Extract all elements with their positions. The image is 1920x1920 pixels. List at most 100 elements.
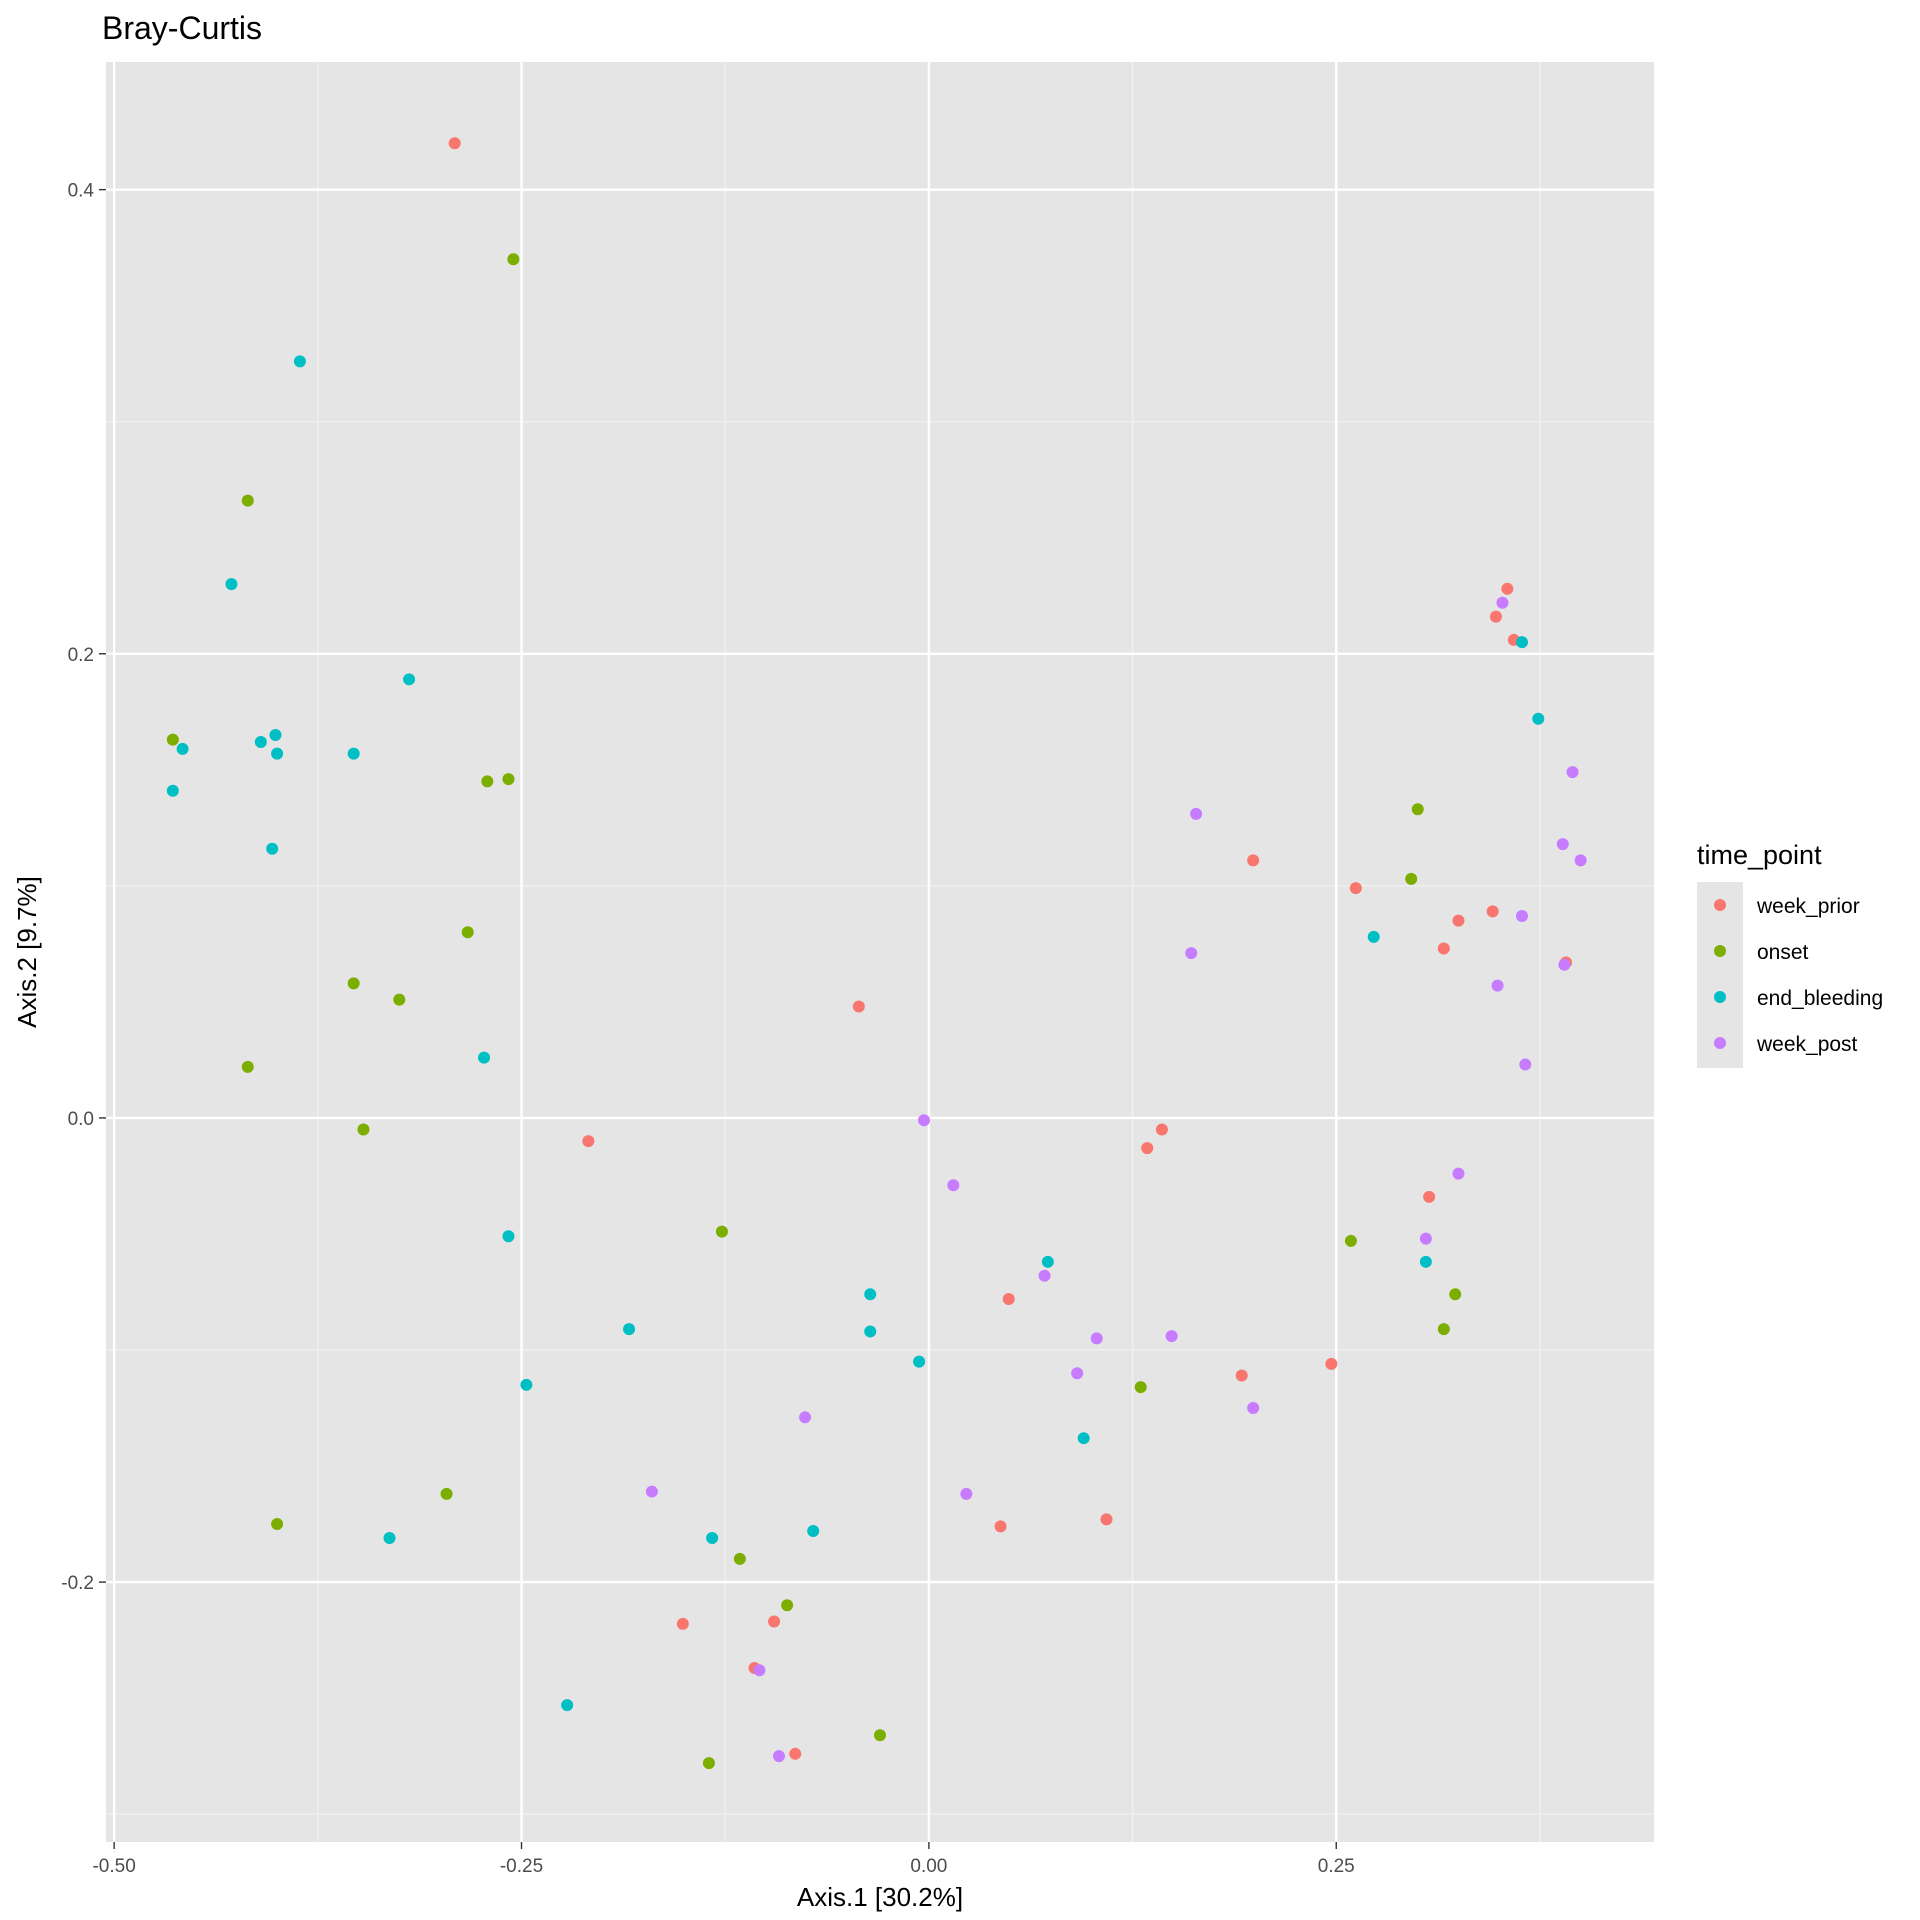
chart-title: Bray-Curtis [102, 10, 262, 46]
legend-key-week_prior [1714, 899, 1726, 911]
point-week_post [1419, 1232, 1432, 1245]
point-onset [166, 733, 179, 746]
point-week_prior [1247, 854, 1260, 867]
y-tick-label: -0.2 [61, 1573, 94, 1594]
point-week_prior [1100, 1513, 1113, 1526]
point-end_bleeding [1419, 1255, 1432, 1268]
point-week_post [1496, 596, 1509, 609]
point-week_post [1558, 958, 1571, 971]
point-week_prior [768, 1615, 781, 1628]
point-onset [1344, 1234, 1357, 1247]
point-week_post [1090, 1332, 1103, 1345]
point-end_bleeding [166, 784, 179, 797]
point-onset [1449, 1288, 1462, 1301]
point-week_prior [1423, 1190, 1436, 1203]
point-week_post [1491, 979, 1504, 992]
minor-grid [106, 62, 1654, 1842]
point-onset [481, 775, 494, 788]
point-onset [271, 1518, 284, 1531]
point-week_post [1519, 1058, 1532, 1071]
point-onset [357, 1123, 370, 1136]
point-onset [1411, 803, 1424, 816]
x-axis: -0.50 -0.25 0.00 0.25 [92, 1842, 1355, 1877]
point-onset [393, 993, 406, 1006]
y-tick-label: 0.4 [68, 181, 95, 202]
point-end_bleeding [807, 1525, 820, 1538]
point-end_bleeding [1516, 636, 1529, 649]
series-week_prior [448, 137, 1573, 1760]
point-end_bleeding [271, 747, 284, 760]
point-end_bleeding [293, 355, 306, 368]
point-end_bleeding [1367, 930, 1380, 943]
legend-key-onset [1714, 945, 1726, 957]
point-week_post [772, 1750, 785, 1763]
x-axis-title: Axis.1 [30.2%] [797, 1882, 963, 1912]
point-end_bleeding [561, 1699, 574, 1712]
point-week_post [1556, 838, 1569, 851]
point-week_prior [582, 1135, 595, 1148]
point-end_bleeding [864, 1288, 877, 1301]
point-week_prior [994, 1520, 1007, 1533]
plot-panel [106, 62, 1654, 1842]
point-week_post [645, 1485, 658, 1498]
point-week_prior [1486, 905, 1499, 918]
point-end_bleeding [266, 842, 279, 855]
y-axis: -0.2 0.0 0.2 0.4 [61, 181, 106, 1594]
x-tick-label: 0.25 [1318, 1856, 1355, 1877]
point-onset [702, 1757, 715, 1770]
point-end_bleeding [913, 1355, 926, 1368]
point-end_bleeding [520, 1378, 533, 1391]
point-week_prior [1349, 882, 1362, 895]
legend-label-week_post: week_post [1756, 1033, 1858, 1056]
point-week_prior [852, 1000, 865, 1013]
point-end_bleeding [864, 1325, 877, 1338]
legend-label-end_bleeding: end_bleeding [1757, 987, 1883, 1010]
x-tick-label: 0.00 [910, 1856, 947, 1877]
point-week_prior [676, 1617, 689, 1630]
point-week_post [1071, 1367, 1084, 1380]
point-end_bleeding [403, 673, 416, 686]
point-end_bleeding [478, 1051, 491, 1064]
point-end_bleeding [176, 742, 189, 755]
point-onset [874, 1729, 886, 1742]
point-onset [241, 494, 254, 507]
y-tick-label: 0.0 [68, 1109, 94, 1130]
point-week_post [1247, 1402, 1260, 1415]
point-end_bleeding [254, 735, 267, 748]
point-onset [461, 926, 474, 939]
point-onset [733, 1552, 746, 1565]
point-onset [1405, 872, 1418, 885]
point-end_bleeding [1077, 1432, 1090, 1445]
point-end_bleeding [269, 729, 282, 742]
data-points [166, 137, 1587, 1770]
point-week_post [1038, 1269, 1051, 1282]
point-week_post [1566, 766, 1579, 779]
point-week_post [799, 1411, 812, 1424]
point-onset [715, 1225, 728, 1238]
point-week_post [960, 1487, 973, 1500]
legend-title: time_point [1697, 840, 1822, 870]
point-end_bleeding [225, 578, 238, 591]
point-week_prior [1002, 1292, 1015, 1305]
point-week_prior [448, 137, 461, 150]
point-week_post [1452, 1167, 1465, 1180]
point-week_prior [1155, 1123, 1168, 1136]
legend-label-week_prior: week_prior [1756, 895, 1860, 918]
y-axis-title: Axis.2 [9.7%] [12, 876, 42, 1028]
point-week_post [917, 1114, 930, 1127]
point-end_bleeding [347, 747, 360, 760]
point-end_bleeding [1532, 712, 1545, 725]
point-onset [440, 1487, 453, 1500]
point-onset [347, 977, 360, 990]
point-week_prior [789, 1747, 802, 1760]
point-end_bleeding [623, 1323, 636, 1336]
major-grid [106, 62, 1654, 1842]
point-week_post [947, 1179, 960, 1192]
point-week_prior [1235, 1369, 1248, 1382]
legend-label-onset: onset [1757, 941, 1809, 964]
point-week_post [753, 1664, 766, 1677]
point-week_post [1574, 854, 1587, 867]
point-week_prior [1325, 1357, 1338, 1370]
